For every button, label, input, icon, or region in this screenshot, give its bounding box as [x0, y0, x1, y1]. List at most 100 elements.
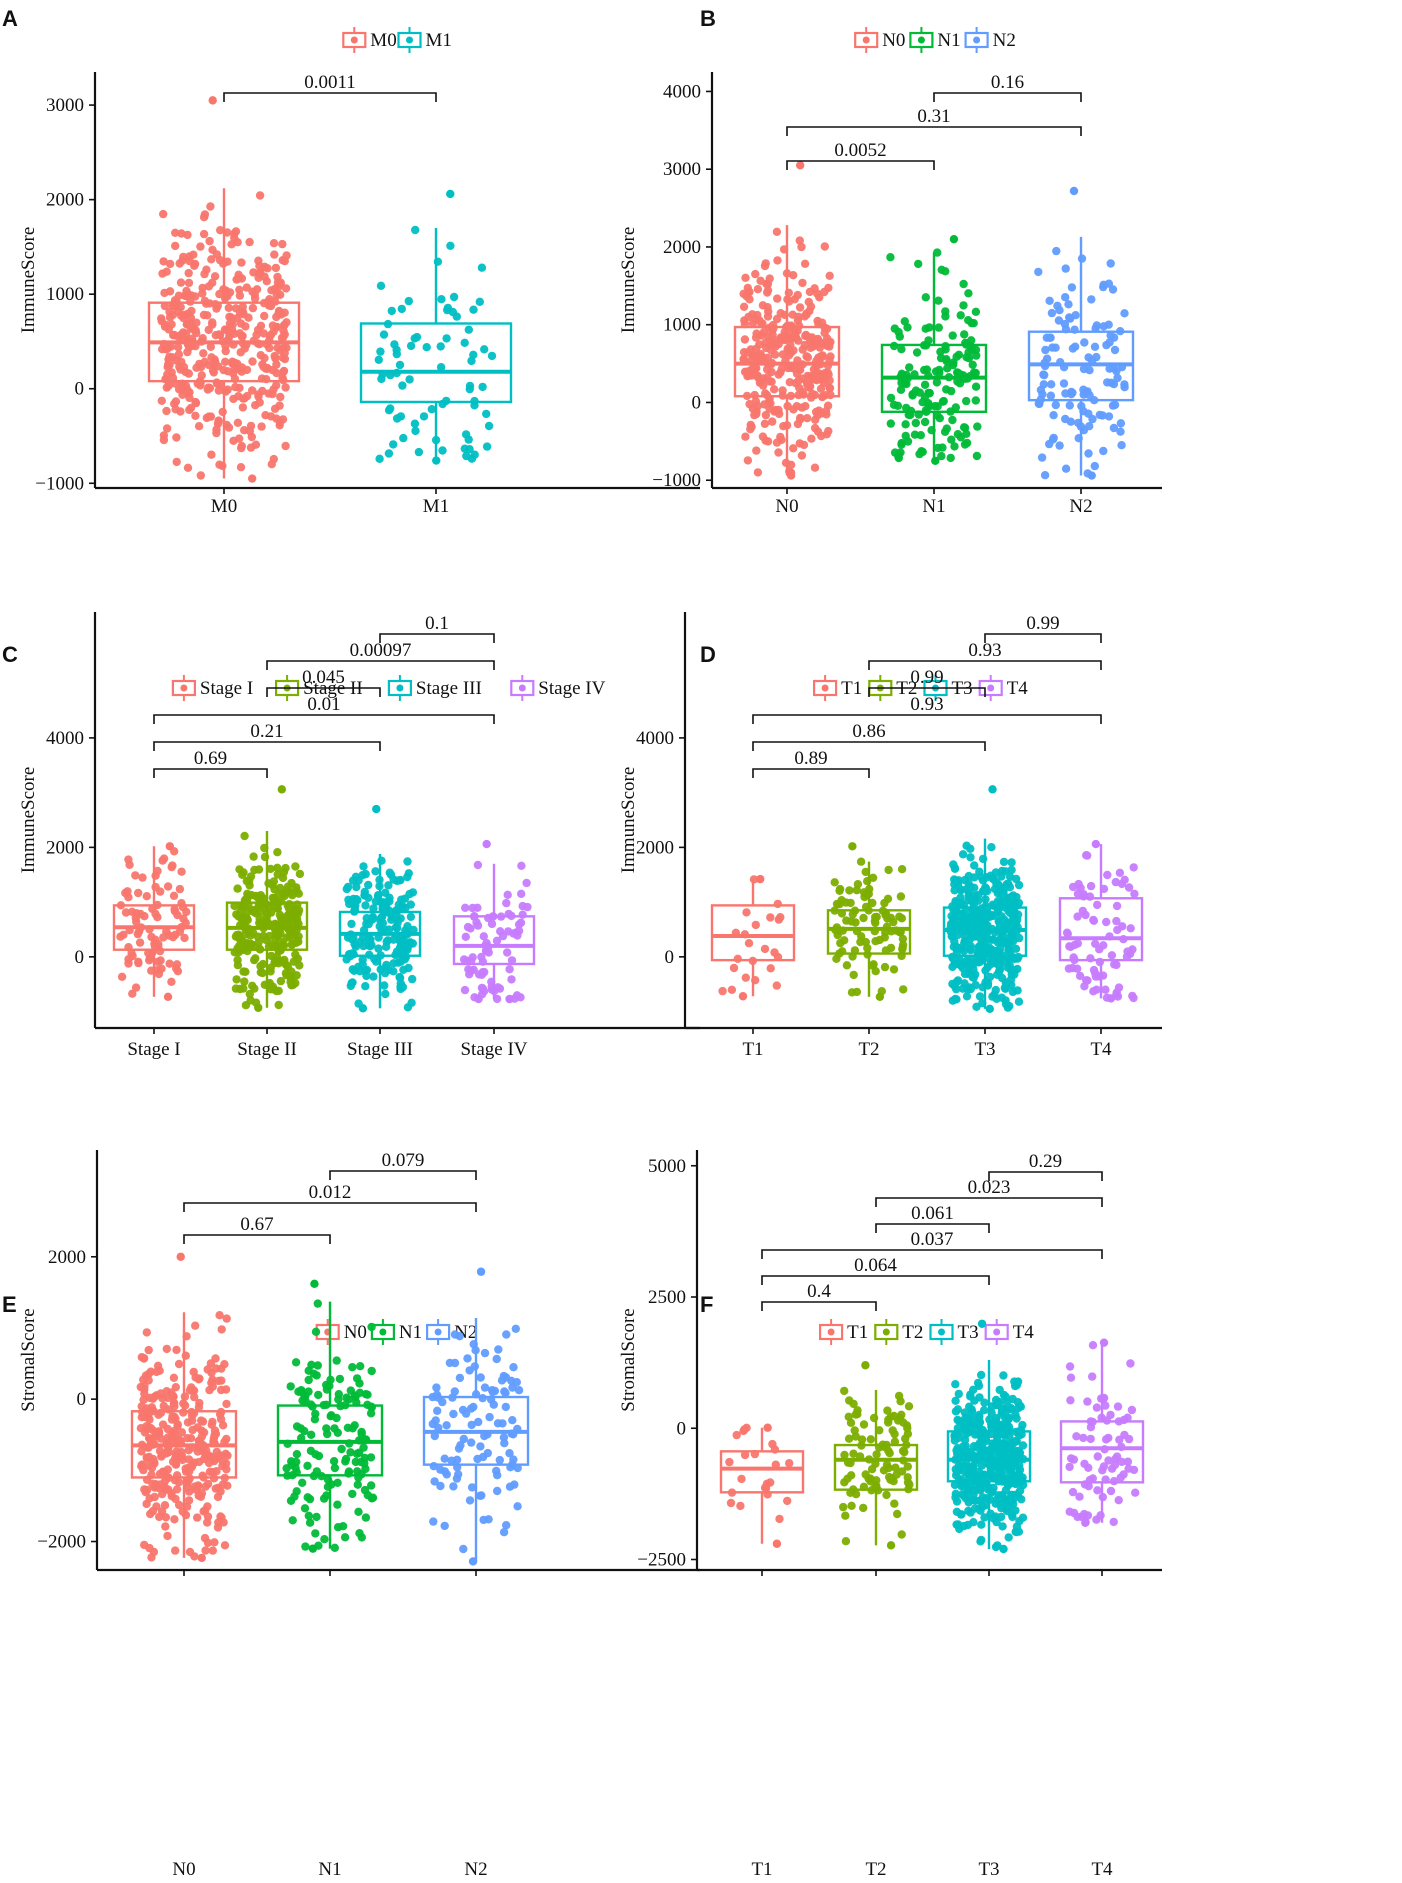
data-point: [369, 904, 378, 913]
data-point: [899, 985, 908, 994]
legend-label: N0: [344, 1322, 367, 1343]
data-point: [920, 380, 930, 389]
data-point: [980, 1513, 989, 1522]
data-point: [761, 259, 770, 268]
box-group-t2: [833, 1361, 919, 1550]
data-point: [959, 301, 968, 310]
data-point: [338, 1522, 348, 1531]
data-point: [381, 989, 390, 999]
bracket-line: [875, 1223, 990, 1233]
data-point-max: [949, 234, 959, 244]
data-point: [962, 1478, 971, 1488]
data-point: [233, 961, 243, 970]
x-tick-label: T2: [865, 1859, 886, 1878]
points: [1062, 839, 1139, 1003]
data-point: [1112, 916, 1121, 926]
bracket-line: [761, 1249, 1103, 1259]
data-point: [501, 1388, 510, 1398]
data-point: [1084, 449, 1093, 458]
data-point: [725, 1457, 734, 1467]
data-point: [371, 897, 381, 906]
data-point: [179, 1408, 188, 1417]
data-point: [837, 909, 847, 918]
legend-key-dot: [938, 1328, 945, 1336]
data-point: [460, 338, 469, 347]
data-point: [947, 920, 956, 929]
data-point: [1092, 1403, 1102, 1412]
data-point: [986, 871, 995, 880]
data-point: [487, 977, 496, 986]
legend-label: N1: [399, 1322, 422, 1343]
data-point: [144, 1345, 153, 1355]
data-point: [173, 307, 182, 316]
data-point: [766, 336, 775, 345]
legend-item: T4: [984, 1319, 1034, 1345]
data-point: [950, 959, 959, 968]
data-point: [1107, 951, 1117, 960]
data-point: [148, 904, 157, 914]
data-point: [273, 930, 282, 940]
data-point: [942, 355, 951, 364]
data-point: [900, 378, 910, 388]
data-point: [987, 843, 996, 852]
data-point: [729, 963, 739, 973]
data-point: [799, 440, 809, 450]
data-point: [154, 969, 164, 979]
data-point: [300, 1426, 309, 1436]
data-point: [1034, 267, 1043, 277]
data-point: [281, 284, 291, 293]
data-point: [221, 357, 230, 366]
data-point: [174, 1500, 184, 1510]
data-point: [1065, 1507, 1074, 1516]
data-point: [789, 444, 798, 453]
data-point: [758, 374, 768, 383]
data-point: [217, 1325, 226, 1334]
data-point: [124, 855, 133, 864]
bracket-line: [761, 1301, 877, 1311]
data-point: [1038, 390, 1047, 399]
data-point: [207, 255, 216, 264]
data-point: [800, 259, 810, 268]
data-point: [429, 1517, 438, 1526]
data-point: [131, 871, 140, 880]
data-point: [171, 241, 180, 251]
data-point: [177, 1428, 187, 1437]
data-point: [208, 318, 217, 327]
data-point: [968, 360, 977, 369]
data-point: [826, 337, 835, 347]
legend-item: Stage I: [171, 675, 253, 701]
data-point: [848, 910, 857, 919]
data-point: [174, 350, 184, 359]
data-point: [798, 345, 807, 354]
data-point: [901, 420, 910, 429]
data-point: [279, 376, 288, 385]
data-point: [174, 1359, 184, 1369]
data-point: [267, 286, 276, 295]
data-point: [1055, 306, 1064, 315]
x-tick-label: T2: [858, 1039, 879, 1060]
data-point: [792, 369, 802, 378]
data-point: [864, 889, 873, 899]
data-point: [363, 1400, 372, 1410]
data-point: [492, 936, 502, 945]
data-point: [141, 1371, 151, 1380]
data-point: [995, 958, 1004, 968]
data-point: [987, 1402, 997, 1411]
data-point: [330, 1543, 339, 1553]
data-point: [375, 454, 384, 463]
data-point: [460, 985, 470, 995]
legend-label: N2: [993, 30, 1016, 51]
data-point: [1101, 1401, 1110, 1410]
data-point: [346, 1386, 355, 1395]
data-point: [1089, 987, 1098, 996]
data-point: [952, 352, 961, 361]
data-point: [239, 984, 248, 993]
data-point: [260, 852, 270, 862]
data-point: [244, 924, 253, 933]
data-point: [958, 850, 968, 859]
data-point: [844, 1434, 854, 1443]
data-point: [1002, 1451, 1011, 1460]
y-tick-label: 3000: [46, 95, 84, 116]
p-value-label: 0.0052: [834, 140, 886, 161]
data-point: [480, 1383, 490, 1392]
